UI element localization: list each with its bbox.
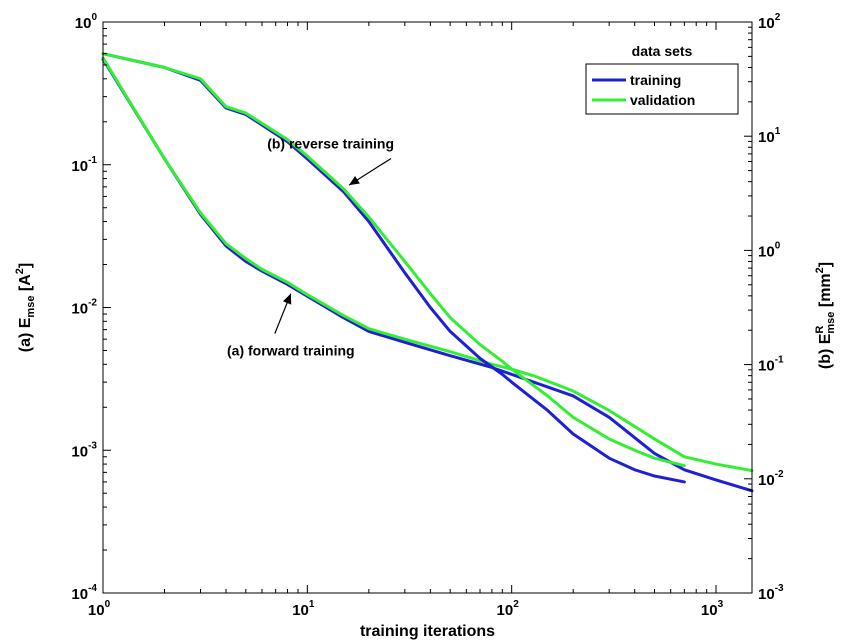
annotation-1: (a) forward training (227, 343, 355, 359)
y-right-tick-label-3-exp: -1 (775, 355, 784, 366)
y-left-tick-label-1-exp: -1 (88, 155, 97, 166)
y-left-tick-label-3-base: 10 (71, 443, 88, 460)
y-right-tick-label-4: 10-2 (758, 469, 784, 489)
y-right-tick-label-1-exp: 1 (775, 126, 781, 137)
y-left-prefix: (a) E (17, 317, 34, 352)
legend-label-training: training (630, 72, 681, 88)
series-line-forward-validation (101, 56, 754, 473)
annotation-arrowhead-1 (282, 293, 292, 305)
x-tick-label-0: 100 (88, 599, 111, 619)
y-right-unit-sup: 2 (814, 267, 826, 273)
y-left-tick-label-0-base: 10 (75, 15, 92, 32)
y-axis-label-left: (a) Emse [A2] (14, 263, 37, 352)
x-tick-label-2: 102 (497, 599, 520, 619)
y-left-tick-label-3-exp: -3 (88, 440, 97, 451)
x-tick-label-1-exp: 1 (309, 599, 315, 610)
y-left-tick-label-0: 100 (75, 12, 98, 32)
x-tick-label-0-base: 10 (88, 602, 105, 619)
legend-box (585, 63, 739, 115)
annotations-layer: (b) reverse training (a) forward training (227, 135, 394, 358)
x-tick-label-3: 103 (701, 599, 724, 619)
series-layer (101, 52, 754, 493)
y-right-tick-label-5: 10-3 (758, 583, 784, 603)
y-left-unit-sup: 2 (14, 268, 26, 274)
annotation-0: (b) reverse training (267, 135, 394, 151)
y-left-tick-label-0-exp: 0 (91, 12, 97, 23)
y-right-tick-label-1-base: 10 (758, 129, 775, 146)
y-left-tick-label-2: 10-2 (71, 298, 97, 318)
y-left-tick-label-4: 10-4 (71, 583, 97, 603)
legend: data sets training validation (585, 43, 739, 115)
y-left-tick-label-1: 10-1 (71, 155, 97, 175)
x-tick-label-0-exp: 0 (105, 599, 111, 610)
y-left-tick-label-1-base: 10 (71, 158, 88, 175)
y-left-tick-label-2-exp: -2 (88, 298, 97, 309)
ticks-layer: 100 101 102 10310010-110-210-310-4102101100… (71, 12, 784, 619)
plot-area (103, 22, 752, 593)
y-right-unit-pre: [mm (817, 273, 834, 311)
annotation-arrowhead-0 (349, 175, 360, 186)
x-axis-label: training iterations (360, 623, 495, 640)
legend-title: data sets (632, 43, 693, 59)
series-line-forward-training (101, 57, 754, 493)
x-tick-label-1-base: 10 (292, 602, 309, 619)
series-line-reverse-validation (101, 52, 686, 468)
y-right-tick-label-4-base: 10 (758, 472, 775, 489)
y-right-unit-post: ] (817, 262, 834, 267)
x-tick-label-2-exp: 2 (513, 599, 519, 610)
y-right-tick-label-4-exp: -2 (775, 469, 784, 480)
y-left-tick-label-4-exp: -4 (88, 583, 97, 594)
x-tick-label-2-base: 10 (497, 602, 514, 619)
y-left-sub: mse (25, 296, 37, 318)
x-tick-label-3-base: 10 (701, 602, 718, 619)
y-right-sup: R (814, 326, 826, 334)
y-left-unit-post: ] (17, 263, 34, 268)
y-right-tick-label-0-base: 10 (758, 15, 775, 32)
y-right-tick-label-3: 10-1 (758, 355, 784, 375)
y-axis-label-right: (b) ERmse [mm2] (814, 262, 837, 369)
y-right-tick-label-0-exp: 2 (775, 12, 781, 23)
y-left-unit-pre: [A (17, 274, 34, 296)
x-tick-label-3-exp: 3 (718, 599, 724, 610)
y-left-tick-label-2-base: 10 (71, 301, 88, 318)
y-right-tick-label-3-base: 10 (758, 358, 775, 375)
legend-label-validation: validation (630, 92, 695, 108)
y-right-tick-label-0: 102 (758, 12, 781, 32)
y-right-tick-label-5-exp: -3 (775, 583, 784, 594)
y-right-sub: mse (825, 312, 837, 334)
y-left-tick-label-3: 10-3 (71, 440, 97, 460)
y-right-tick-label-1: 101 (758, 126, 781, 146)
y-right-tick-label-2-exp: 0 (775, 240, 781, 251)
x-tick-label-1: 101 (292, 599, 315, 619)
y-right-tick-label-5-base: 10 (758, 586, 775, 603)
y-right-prefix: (b) E (817, 333, 834, 369)
y-left-tick-label-4-base: 10 (71, 586, 88, 603)
y-right-tick-label-2-base: 10 (758, 243, 775, 260)
y-right-tick-label-2: 100 (758, 240, 781, 260)
